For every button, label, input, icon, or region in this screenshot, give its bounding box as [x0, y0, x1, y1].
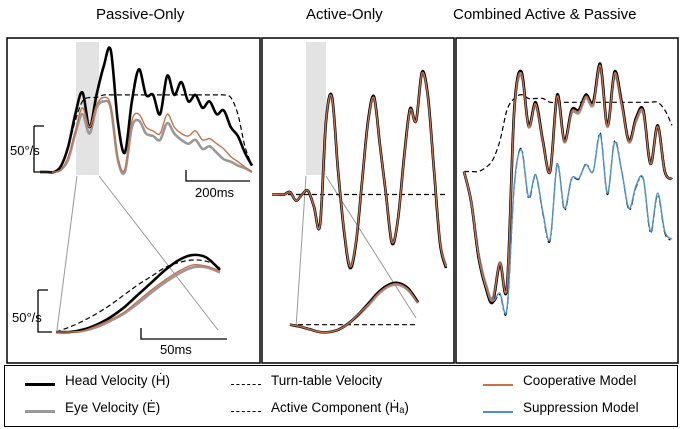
zoom-guide-passive-left — [56, 175, 78, 331]
legend: Head Velocity (Ḣ) Turn-table Velocity Co… — [4, 365, 678, 427]
scale-bar-time-top: 200ms — [185, 170, 250, 200]
scale-label-velocity-top: 50°/s — [10, 143, 40, 158]
legend-label-turntable: Turn-table Velocity — [271, 373, 383, 388]
series-turn-table-velocity-passive-only-zoom — [55, 259, 221, 333]
series-head-velocity-passive-only-zoom — [55, 253, 221, 334]
legend-label-cooperative: Cooperative Model — [523, 373, 637, 388]
highlight-region-passive — [76, 42, 99, 175]
series-head-velocity-combined-active-passive — [462, 62, 673, 305]
series-cooperative-model-combined-active-passive — [463, 64, 673, 303]
scale-label-time-bottom: 50ms — [160, 342, 192, 357]
legend-label-suppression: Suppression Model — [523, 400, 639, 415]
legend-label-eye: Eye Velocity (Ė) — [65, 400, 161, 415]
scale-bar-velocity-top: 50°/s — [10, 125, 52, 173]
legend-swatch-cooperative — [483, 384, 513, 386]
series-head-velocity-passive-only — [39, 46, 254, 174]
series-cooperative-model-passive-only-zoom — [55, 263, 221, 333]
legend-swatch-active — [231, 411, 261, 412]
series-cooperative-model-active-only — [272, 71, 447, 268]
panel-frame-passive — [6, 37, 261, 364]
series-turn-table-velocity-passive-only — [39, 94, 253, 174]
series-suppression-model-combined-active-passive — [463, 133, 673, 315]
scale-bar-velocity-bottom: 50°/s — [12, 289, 52, 333]
highlight-region-active — [306, 42, 326, 175]
legend-label-head: Head Velocity (Ḣ) — [65, 373, 171, 388]
scale-label-time-top: 200ms — [195, 185, 235, 200]
panel-frame-combined — [455, 37, 679, 364]
panel-frame-active — [261, 37, 455, 364]
legend-swatch-eye — [25, 410, 55, 413]
series-eye-velocity-active-only — [272, 72, 448, 267]
series-cooperative-model-active-only-zoom — [289, 283, 419, 334]
legend-swatch-head — [25, 383, 55, 386]
zoom-guide-active-left — [295, 175, 307, 329]
legend-swatch-turntable — [231, 384, 261, 385]
legend-label-active: Active Component (Ḣₐ) — [271, 400, 409, 415]
panel-title-passive: Passive-Only — [96, 6, 185, 23]
scale-bar-time-bottom: 50ms — [140, 328, 227, 357]
series-cooperative-model-passive-only — [39, 96, 253, 173]
figure-canvas: 50°/s 200ms 50°/s 50ms — [6, 37, 679, 364]
panel-title-active: Active-Only — [306, 6, 383, 23]
series-turn-table-velocity-combined-active-passive — [464, 94, 673, 173]
panel-title-combined: Combined Active & Passive — [453, 6, 637, 23]
legend-swatch-suppression — [483, 411, 513, 413]
zoom-guide-passive-right — [98, 175, 219, 331]
scale-label-velocity-bottom: 50°/s — [12, 310, 42, 325]
